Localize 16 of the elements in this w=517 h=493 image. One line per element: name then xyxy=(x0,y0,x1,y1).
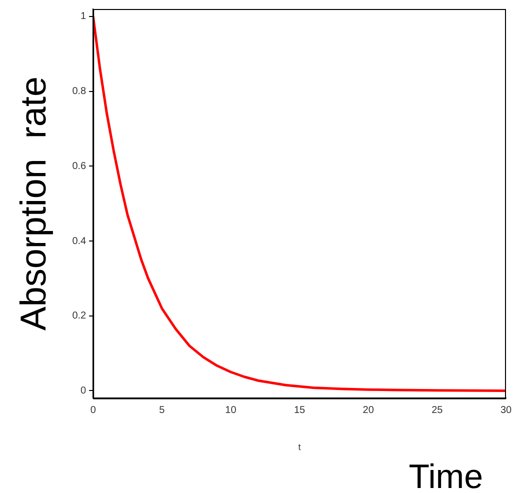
y-tick-label: 0.6 xyxy=(72,160,87,172)
y-tick-label: 0.8 xyxy=(72,86,87,98)
y-tick-label: 0.2 xyxy=(72,310,87,322)
x-tick-label: 10 xyxy=(225,404,237,416)
y-tick-label: 1 xyxy=(80,11,87,22)
x-tick-label: 15 xyxy=(294,404,306,416)
x-tick-label: 20 xyxy=(362,404,374,416)
x-axis-title: t xyxy=(298,442,302,452)
x-tick-label: 30 xyxy=(500,404,512,416)
text: Time xyxy=(408,458,483,493)
x-tick-label: 5 xyxy=(159,404,166,416)
x-tick-label: 0 xyxy=(90,404,96,416)
x-tick-label: 25 xyxy=(432,404,444,416)
y-tick-label: 0 xyxy=(80,385,87,396)
y-tick-label: 0.4 xyxy=(72,236,87,247)
y-axis-title: Absorption rate xyxy=(12,76,54,331)
